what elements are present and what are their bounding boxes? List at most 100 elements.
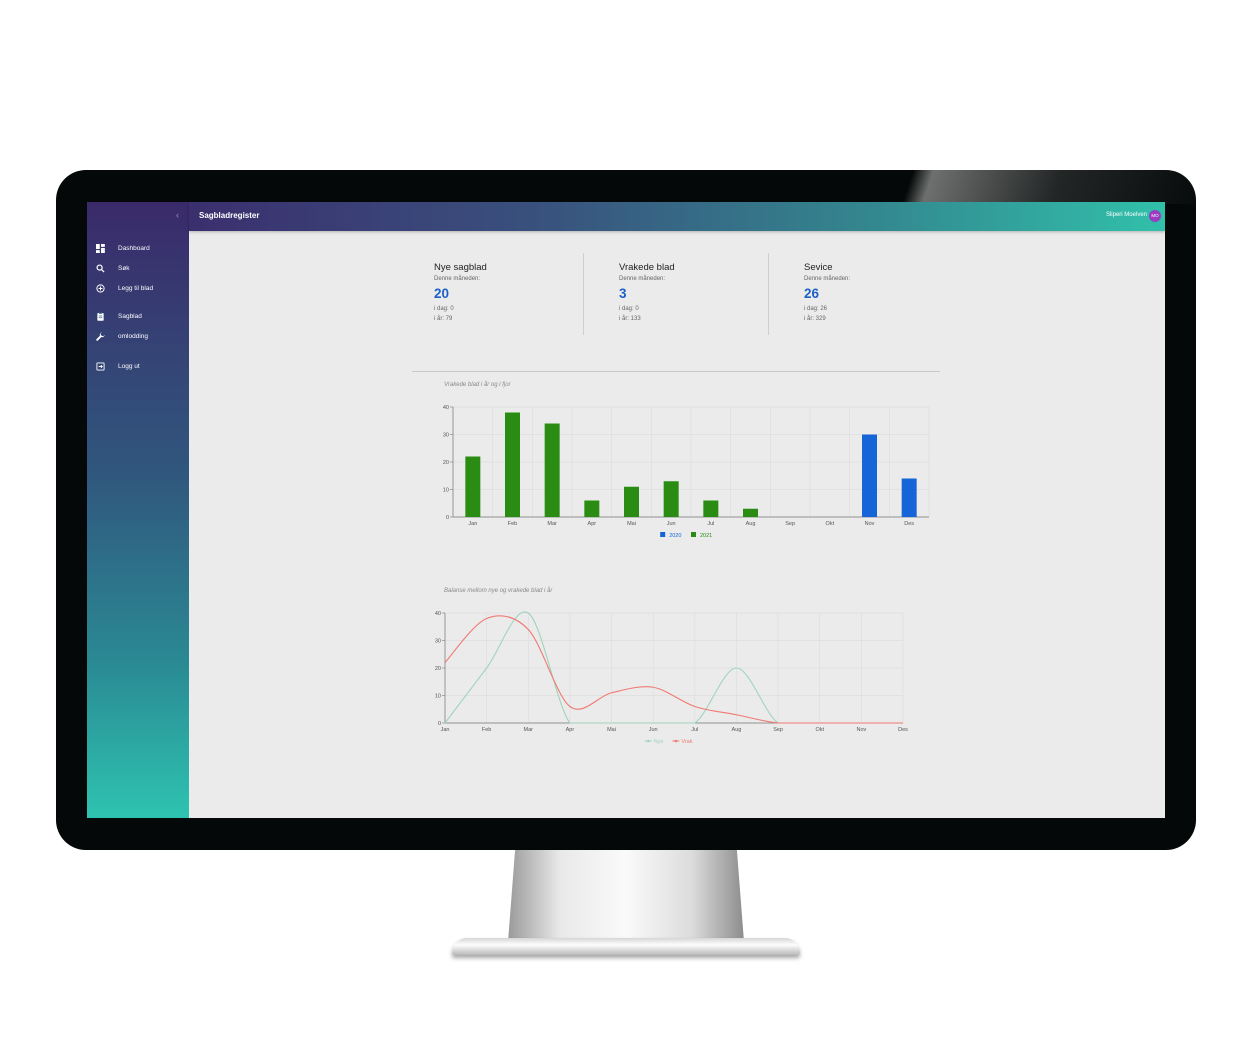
stat-today: i dag: 26: [804, 306, 828, 312]
x-tick-label: Sep: [785, 521, 795, 527]
y-tick-label: 20: [443, 460, 449, 466]
x-tick-label: Mai: [607, 727, 616, 733]
legend-swatch: [660, 532, 666, 537]
x-tick-label: Jun: [667, 521, 676, 527]
x-tick-label: Feb: [482, 727, 491, 733]
search-icon: [95, 263, 105, 273]
stat-title: Nye sagblad: [434, 262, 487, 273]
bar-2021-feb: [505, 412, 520, 517]
sidebar-item-label: Legg til blad: [118, 284, 154, 292]
legend-label: 2021: [700, 533, 712, 539]
stat-card-scrapped: Vrakede blad Denne måneden: 3 i dag: 0 i…: [597, 253, 767, 335]
stat-year: i år: 329: [804, 316, 826, 322]
stat-today: i dag: 0: [619, 306, 639, 312]
y-tick-label: 10: [443, 488, 449, 494]
sidebar-item-label: omlodding: [118, 332, 148, 340]
sidebar-item-add-blade[interactable]: Legg til blad: [87, 278, 189, 298]
bar-2020-nov: [862, 434, 877, 517]
stat-value: 3: [619, 286, 627, 301]
legend-label: 2020: [669, 533, 681, 539]
sidebar-item-dashboard[interactable]: Dashboard: [87, 238, 189, 258]
y-tick-label: 10: [435, 694, 441, 700]
bar-2021-aug: [743, 508, 758, 517]
stat-title: Vrakede blad: [619, 262, 675, 273]
bar-2021-mar: [544, 423, 560, 517]
stat-subtitle: Denne måneden:: [434, 276, 481, 282]
stats-panel: Nye sagblad Denne måneden: 20 i dag: 0 i…: [412, 253, 940, 372]
stat-subtitle: Denne måneden:: [619, 276, 666, 282]
x-tick-label: Okt: [815, 727, 824, 733]
stat-year: i år: 79: [434, 316, 453, 322]
app-screen: ‹ Dashboard Søk: [87, 202, 1165, 818]
legend-swatch: [647, 739, 650, 743]
bar-2020-des: [901, 478, 917, 517]
x-tick-label: Aug: [732, 727, 742, 733]
bar-2021-jan: [465, 456, 481, 517]
x-tick-label: Apr: [566, 727, 575, 733]
sidebar-item-label: Søk: [118, 264, 130, 272]
x-tick-label: Nov: [865, 521, 875, 527]
x-tick-label: Feb: [508, 521, 517, 527]
bar-2021-apr: [584, 500, 600, 517]
screen-glare: [751, 170, 1196, 204]
sidebar-item-omlodding[interactable]: omlodding: [87, 326, 189, 346]
monitor-stand-neck: [508, 850, 744, 942]
stat-year: i år: 133: [619, 316, 641, 322]
legend-swatch: [691, 532, 696, 537]
x-tick-label: Jul: [691, 727, 698, 733]
sidebar-item-label: Logg ut: [118, 362, 140, 370]
stat-divider: [583, 253, 584, 335]
dashboard-icon: [95, 243, 105, 253]
add-circle-icon: [95, 283, 105, 293]
user-name[interactable]: Sliperi Moelven: [1105, 212, 1147, 218]
y-tick-label: 30: [443, 433, 449, 439]
stat-card-new: Nye sagblad Denne måneden: 20 i dag: 0 i…: [412, 253, 582, 335]
y-tick-label: 40: [443, 405, 449, 411]
x-tick-label: Jun: [649, 727, 658, 733]
chevron-left-icon[interactable]: ‹: [176, 210, 179, 220]
bar-chart-title: Vrakede blad i år og i fjor: [444, 382, 511, 388]
monitor-frame: ‹ Dashboard Søk: [56, 170, 1196, 850]
stat-value: 26: [804, 286, 820, 301]
x-tick-label: Mai: [627, 521, 636, 527]
bar-2021-jul: [703, 500, 719, 517]
sidebar: ‹ Dashboard Søk: [87, 202, 189, 818]
x-tick-label: Nov: [856, 727, 866, 733]
line-series-vrak: [444, 615, 903, 724]
x-tick-label: Mar: [547, 521, 557, 527]
app-title: Sagbladregister: [199, 211, 260, 220]
stat-value: 20: [434, 286, 450, 301]
sidebar-item-sagblad[interactable]: Sagblad: [87, 306, 189, 326]
x-tick-label: Jan: [441, 727, 450, 733]
legend-swatch: [674, 739, 678, 743]
y-tick-label: 20: [435, 666, 441, 672]
x-tick-label: Mar: [524, 727, 534, 733]
clipboard-icon: [95, 311, 105, 321]
sidebar-item-search[interactable]: Søk: [87, 258, 189, 278]
dashboard-content: Nye sagblad Denne måneden: 20 i dag: 0 i…: [189, 231, 1165, 818]
legend-label: Nye: [654, 739, 664, 745]
x-tick-label: Okt: [826, 521, 835, 527]
sidebar-item-logout[interactable]: Logg ut: [87, 356, 189, 376]
bar-chart: 0 10 20 30 40 Jan Feb Mar Apr Mai Jun Jul Aug Sep Okt N…: [443, 405, 930, 539]
app-bar: Sagbladregister Sliperi Moelven MO: [189, 202, 1165, 231]
sidebar-item-label: Dashboard: [118, 244, 150, 252]
stat-divider: [768, 253, 769, 335]
line-chart: 0 10 20 30 40 Jan Feb Mar Apr Mai Jun Jul Aug Sep Okt N…: [435, 611, 908, 745]
stat-today: i dag: 0: [434, 306, 454, 312]
y-tick-label: 30: [435, 639, 441, 645]
line-chart-title: Balanse mellom nye og vrakede blad i år: [444, 588, 553, 594]
avatar[interactable]: MO: [1149, 210, 1161, 222]
logout-icon: [95, 361, 105, 371]
bar-2021-jun: [663, 481, 679, 517]
x-tick-label: Aug: [746, 521, 756, 527]
sidebar-item-label: Sagblad: [118, 312, 142, 320]
x-tick-label: Jan: [468, 521, 477, 527]
line-series-nye: [444, 611, 903, 724]
x-tick-label: Sep: [773, 727, 783, 733]
x-tick-label: Des: [904, 521, 914, 527]
monitor-stand-base: [452, 938, 800, 955]
sidebar-nav: Dashboard Søk Legg til blad: [87, 238, 189, 376]
y-tick-label: 0: [438, 721, 441, 727]
stat-subtitle: Denne måneden:: [804, 276, 851, 282]
